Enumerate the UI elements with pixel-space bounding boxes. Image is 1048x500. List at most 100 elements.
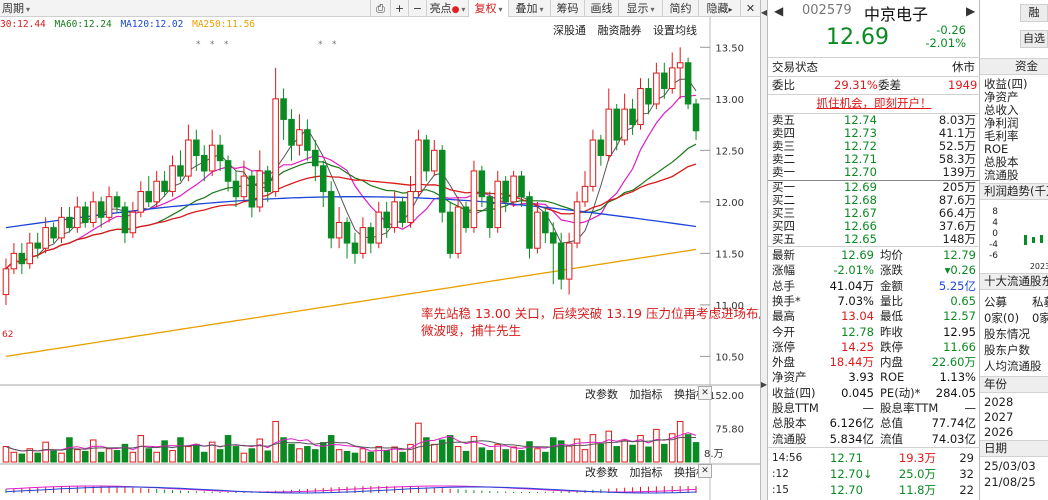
period-dropdown[interactable]: 周期	[0, 0, 40, 17]
stat-value: 0.65	[950, 293, 976, 308]
stat-value: 12.78	[841, 324, 874, 339]
event-marker-icon: *	[196, 40, 201, 50]
macd-bar	[489, 491, 491, 493]
holder-item: 股东情况	[984, 327, 1030, 341]
toolbar-draw-button[interactable]: 画线	[584, 0, 618, 17]
trend-tick-label: -4	[989, 240, 998, 250]
volume-bar	[343, 450, 351, 463]
stat-value: 5.834亿	[829, 431, 874, 446]
weibi-value: 29.31%	[834, 78, 878, 92]
ask-label: 卖二	[772, 152, 795, 166]
close-icon[interactable]: ✕	[740, 0, 760, 17]
vol-add-indicator[interactable]: 加指标	[629, 388, 663, 401]
ask-price: 12.74	[844, 113, 877, 127]
volume-bar	[50, 450, 57, 463]
candle-body	[653, 72, 660, 105]
candle-body	[637, 88, 644, 126]
macd-bar	[568, 491, 570, 493]
stat-value: 77.74亿	[931, 416, 976, 431]
candle-body	[137, 191, 145, 213]
panel-divider[interactable]: ◀ ▶	[760, 0, 768, 500]
macd-bar	[663, 486, 665, 493]
bid-label: 买五	[772, 232, 795, 246]
zoom-out-button[interactable]: −	[408, 0, 426, 17]
ma250-line	[5, 248, 697, 358]
stat-label: 涨幅	[772, 263, 795, 278]
volume-bar	[288, 443, 295, 463]
macd-close-icon[interactable]: ✕	[698, 464, 712, 478]
volume-bar	[534, 448, 541, 463]
prev-stock-icon[interactable]: ◀	[774, 4, 784, 18]
macd-dea-line	[5, 486, 697, 494]
macd-bar	[140, 488, 142, 493]
bid-label: 买一	[772, 180, 795, 194]
toolbar-adjust-button[interactable]: 复权	[468, 0, 508, 17]
candle-body	[58, 216, 65, 239]
candle-body	[454, 206, 462, 254]
collapse-right-icon[interactable]: ▶	[760, 380, 768, 389]
candle-body	[97, 201, 105, 218]
macd-bar	[76, 486, 78, 493]
volume-bar	[637, 435, 644, 463]
volume-bar	[153, 451, 160, 463]
volume-bar	[248, 448, 256, 463]
promo-link[interactable]: 抓住机会，即刻开户！	[816, 96, 932, 110]
macd-bar	[433, 487, 435, 493]
macd-change-params[interactable]: 改参数	[585, 466, 618, 479]
next-stock-icon[interactable]: ▶	[966, 4, 976, 18]
bid-price: 12.67	[844, 206, 877, 220]
toolbar-hide-button[interactable]: 隐藏▸	[698, 0, 740, 17]
candle-body	[351, 242, 359, 254]
margin-button[interactable]: 融	[1020, 4, 1048, 22]
toolbar-simple-button[interactable]: 简约	[662, 0, 698, 17]
candle-body	[431, 149, 438, 172]
vol-change-params[interactable]: 改参数	[585, 388, 618, 401]
separator	[768, 113, 980, 114]
macd-bar	[441, 488, 443, 493]
link-hk-connect[interactable]: 深股通	[553, 24, 586, 37]
holder-item: 股东户数	[984, 343, 1030, 357]
volume-bar	[129, 451, 137, 463]
print-icon[interactable]: ⎙	[370, 0, 390, 17]
vol-close-icon[interactable]: ✕	[698, 386, 712, 400]
macd-bar	[457, 489, 459, 493]
weicha-value: 1949	[948, 78, 978, 92]
watchlist-button[interactable]: 自选	[1020, 30, 1048, 48]
separator	[768, 246, 980, 247]
candle-body	[542, 211, 549, 234]
stat-row: 净资产 3.93 ROE 1.13%	[768, 370, 980, 385]
collapse-left-icon[interactable]: ◀	[760, 8, 768, 17]
stat-value: 1.13%	[939, 370, 976, 385]
ask-price: 12.70	[844, 165, 877, 179]
candle-body	[557, 242, 565, 280]
volume-bar	[200, 451, 208, 463]
volume-bar	[351, 452, 359, 463]
capital-tab[interactable]: 资金	[980, 58, 1048, 75]
toolbar-overlay-button[interactable]: 叠加	[508, 0, 550, 17]
stat-row: 换手* 7.03% 量比 0.65	[768, 294, 980, 309]
promo-row: 抓住机会，即刻开户！	[768, 95, 980, 111]
link-margin[interactable]: 融资融券	[597, 24, 642, 37]
link-set-ma[interactable]: 设置均线	[653, 24, 697, 37]
volume-bar	[581, 449, 589, 463]
left-price-label: 62	[2, 330, 13, 340]
candle-body	[319, 165, 327, 193]
toolbar-display-button[interactable]: 显示	[618, 0, 662, 17]
zoom-in-button[interactable]: +	[390, 0, 408, 17]
macd-bar	[53, 486, 55, 493]
kline-chart-area[interactable]: 周期 ⎙ + − 亮点● 复权 叠加 筹码 画线 显示 简约 隐藏▸ ✕ 30:…	[0, 0, 771, 500]
ma10-line	[5, 94, 697, 270]
y-tick-label: 10.50	[715, 352, 744, 363]
toolbar-chips-button[interactable]: 筹码	[550, 0, 584, 17]
weibi-row: 委比 29.31% 委差 1949	[768, 77, 980, 93]
volume-bar	[113, 450, 121, 463]
toolbar-highlight-button[interactable]: 亮点●	[426, 0, 468, 17]
ask-label: 卖四	[772, 126, 795, 140]
candle-body	[629, 108, 636, 126]
stat-label: 跌停	[880, 339, 903, 354]
stat-value: 12.69	[841, 248, 874, 262]
macd-add-indicator[interactable]: 加指标	[629, 466, 663, 479]
volume-bar	[383, 450, 390, 463]
simple-label: 简约	[669, 2, 692, 15]
candle-body	[335, 221, 343, 239]
